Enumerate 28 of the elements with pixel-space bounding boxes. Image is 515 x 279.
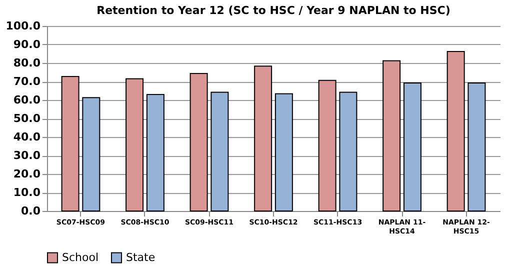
y-tick-label: 50.0 — [13, 112, 41, 125]
bar — [210, 92, 229, 212]
bar — [82, 97, 100, 212]
y-tick-label: 90.0 — [13, 38, 41, 51]
y-tick-label: 30.0 — [13, 149, 41, 162]
bar — [274, 93, 293, 212]
y-tick-label: 60.0 — [13, 94, 41, 106]
legend-label: State — [126, 250, 156, 264]
y-tick-label: 80.0 — [13, 56, 41, 70]
y-tick-label: 100.0 — [6, 20, 41, 32]
bar — [468, 82, 486, 212]
legend-label: School — [62, 250, 99, 264]
y-tick-label: 40.0 — [13, 130, 41, 144]
bar — [126, 78, 144, 212]
bar — [446, 51, 465, 212]
chart-title: Retention to Year 12 (SC to HSC / Year 9 NAPLAN to HSC) — [96, 4, 450, 17]
bar — [382, 60, 401, 212]
bar — [61, 76, 80, 212]
y-tick-label: 10.0 — [13, 186, 41, 199]
y-tick-label: 0.0 — [21, 204, 41, 218]
y-tick-label: 20.0 — [13, 168, 41, 180]
bar — [318, 80, 336, 212]
bar — [403, 82, 422, 212]
bar — [146, 94, 164, 212]
bar — [339, 92, 358, 212]
bar — [254, 66, 272, 212]
y-tick-label: 70.0 — [13, 75, 41, 88]
bar — [190, 73, 208, 212]
